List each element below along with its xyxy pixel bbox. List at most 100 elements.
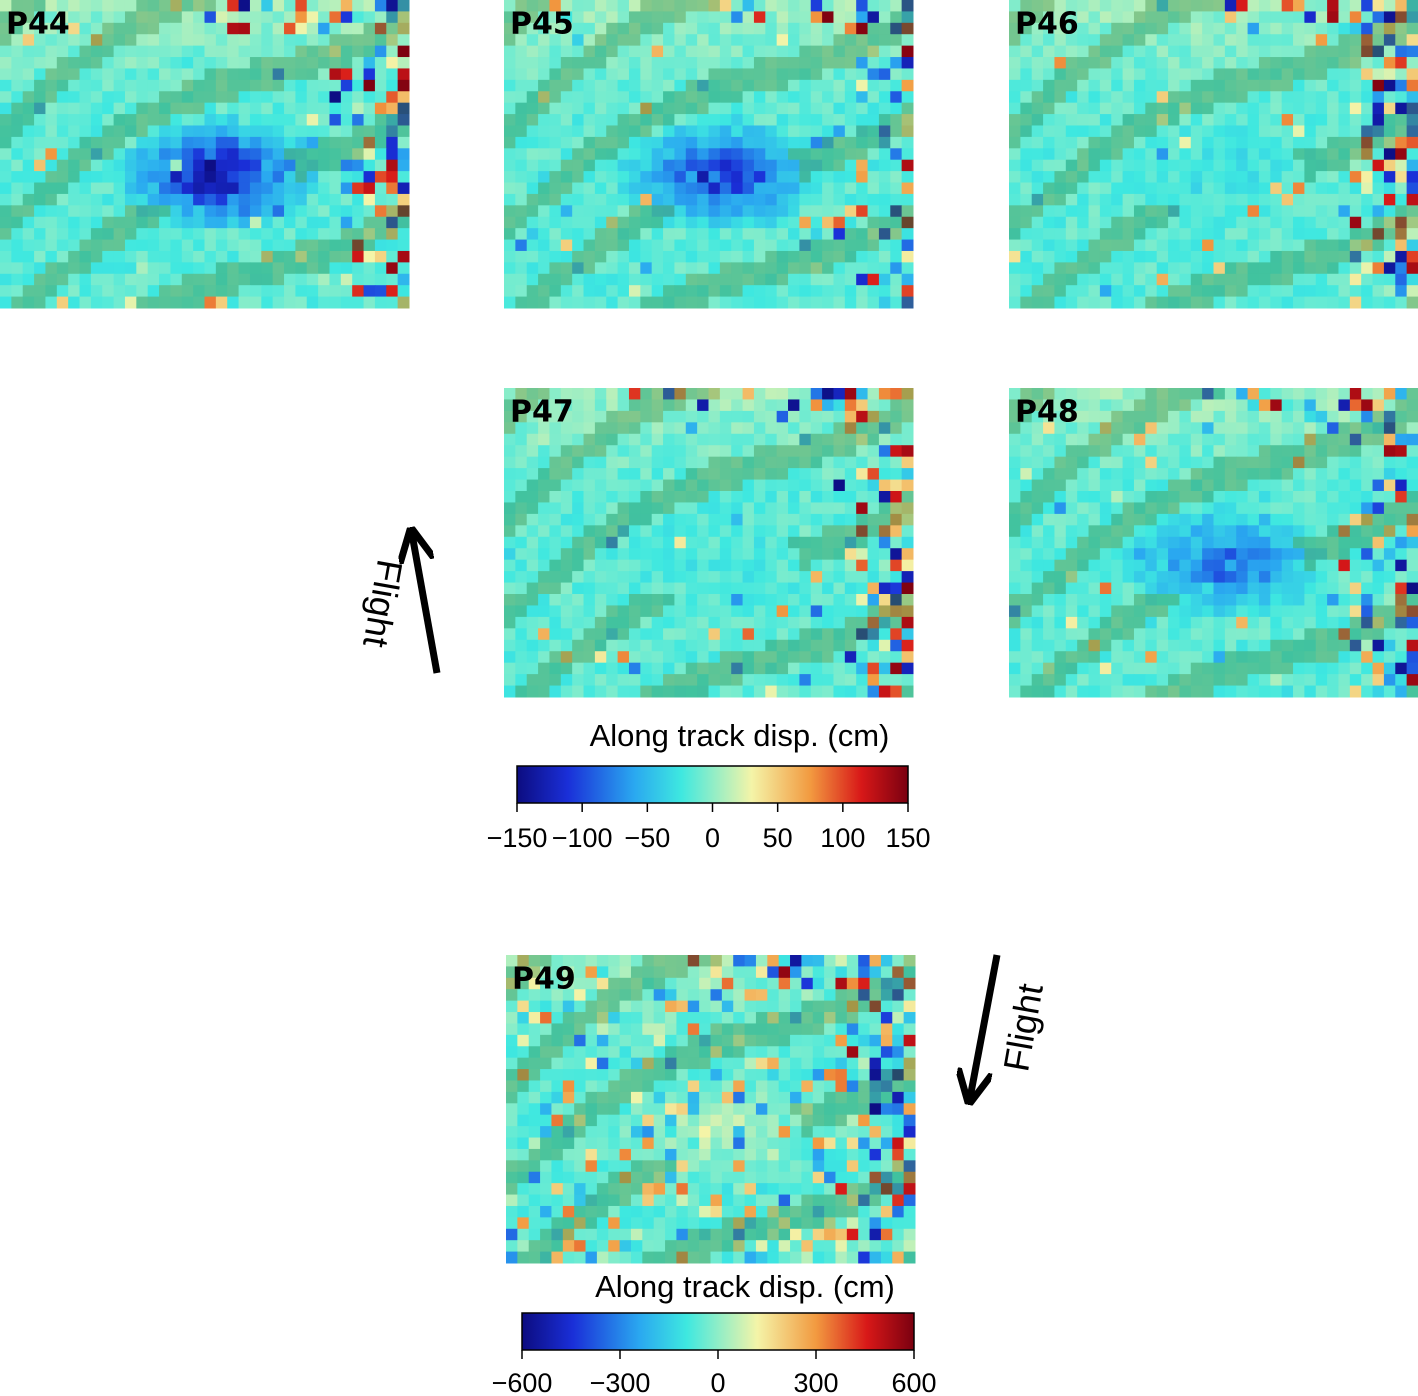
pixel (549, 674, 562, 687)
pixel (753, 250, 766, 263)
pixel (685, 239, 698, 252)
pixel (1031, 433, 1044, 446)
pixel (1349, 182, 1362, 195)
pixel (765, 422, 778, 435)
pixel (136, 125, 149, 138)
pixel (628, 159, 641, 172)
pixel (651, 674, 664, 687)
pixel (1145, 228, 1158, 241)
pixel (1077, 582, 1090, 595)
pixel (1168, 456, 1180, 469)
pixel (640, 548, 653, 561)
pixel (1190, 22, 1203, 35)
pixel (878, 228, 891, 241)
pixel (1156, 388, 1169, 400)
pixel (22, 239, 35, 252)
pixel (79, 216, 92, 229)
pixel (215, 11, 228, 24)
pixel (1236, 685, 1249, 698)
pixel (719, 410, 732, 423)
pixel (386, 171, 399, 184)
pixel (833, 616, 846, 629)
pixel (708, 605, 721, 618)
pixel (1031, 228, 1044, 241)
pixel (710, 966, 723, 979)
pixel (306, 148, 319, 161)
pixel (1281, 34, 1294, 47)
pixel (1145, 536, 1158, 549)
pixel (386, 285, 399, 298)
pixel (1099, 45, 1112, 58)
pixel (1293, 205, 1305, 218)
pixel (1020, 125, 1033, 138)
pixel (238, 11, 251, 24)
pixel (594, 239, 607, 252)
pixel (386, 11, 399, 24)
pixel (799, 548, 812, 561)
pixel (1077, 228, 1090, 241)
pixel (719, 114, 732, 126)
pixel (215, 79, 228, 92)
pixel (776, 639, 789, 652)
pixel (676, 966, 689, 979)
pixel (742, 205, 755, 218)
pixel (204, 171, 217, 184)
pixel (1270, 114, 1283, 126)
pixel (1179, 410, 1192, 423)
pixel (708, 525, 721, 538)
pixel (617, 548, 630, 561)
pixel (1213, 193, 1226, 206)
pixel (504, 399, 516, 412)
pixel (102, 34, 115, 47)
pixel (606, 193, 619, 206)
pixel (318, 79, 330, 92)
pixel (753, 11, 766, 24)
pixel (776, 285, 789, 298)
pixel (526, 22, 539, 35)
pixel (844, 685, 857, 698)
pixel (833, 433, 846, 446)
pixel (628, 685, 641, 698)
pixel (594, 502, 607, 515)
pixel (1122, 171, 1135, 184)
pixel (124, 22, 137, 35)
pixel (1361, 536, 1374, 549)
pixel (261, 159, 274, 172)
pixel (1247, 22, 1260, 35)
pixel (878, 513, 891, 526)
pixel (867, 433, 880, 446)
pixel (1213, 468, 1226, 481)
pixel (742, 79, 755, 92)
pixel (1133, 296, 1146, 309)
pixel (1088, 388, 1101, 400)
pixel (1043, 22, 1055, 35)
pixel (1088, 594, 1101, 606)
pixel (844, 114, 857, 126)
pixel (856, 513, 869, 526)
pixel (731, 388, 744, 400)
pixel (572, 410, 585, 423)
pixel (1361, 388, 1374, 400)
pixel (606, 148, 619, 161)
pixel (45, 45, 58, 58)
pixel (1168, 559, 1180, 572)
pixel (284, 273, 296, 286)
pixel (833, 45, 846, 58)
pixel (856, 594, 869, 606)
pixel (34, 136, 46, 149)
pixel (892, 977, 905, 990)
pixel (788, 296, 800, 309)
pixel (79, 0, 92, 12)
pixel (560, 239, 573, 252)
pixel (1372, 262, 1385, 275)
pixel (685, 171, 698, 184)
pixel (1122, 388, 1135, 400)
pixel (22, 68, 35, 81)
pixel (1202, 582, 1214, 595)
pixel (810, 182, 823, 195)
pixel (1224, 410, 1237, 423)
pixel (193, 79, 205, 92)
pixel (124, 193, 137, 206)
pixel (1020, 91, 1033, 104)
pixel (1133, 228, 1146, 241)
